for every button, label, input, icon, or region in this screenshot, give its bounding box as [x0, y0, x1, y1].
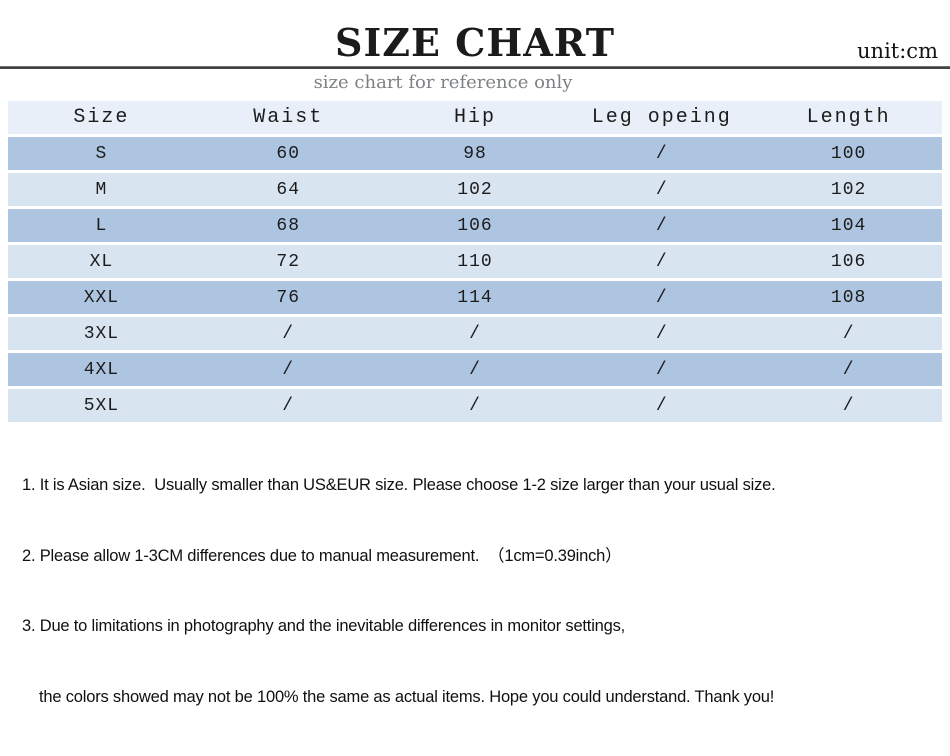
table-cell: / [568, 137, 756, 170]
table-cell: S [8, 137, 195, 170]
table-cell: / [568, 209, 756, 242]
table-cell: 64 [194, 173, 382, 206]
table-cell: 108 [755, 281, 942, 314]
table-header-row: Size Waist Hip Leg opeing Length [8, 101, 942, 134]
table-cell: 60 [194, 137, 382, 170]
table-cell: M [8, 173, 195, 206]
table-cell: 72 [194, 245, 382, 278]
table-cell: / [755, 317, 942, 350]
table-cell: / [194, 353, 382, 386]
table-cell: XL [8, 245, 195, 278]
table-cell: 76 [194, 281, 382, 314]
note-line-1: 1. It is Asian size. Usually smaller tha… [22, 476, 776, 494]
column-header-hip: Hip [381, 101, 569, 134]
table-row-s: S 60 98 / 100 [8, 137, 942, 170]
table-cell: / [194, 389, 382, 422]
footnotes: 1. It is Asian size. Usually smaller tha… [22, 427, 950, 756]
size-chart-table: Size Waist Hip Leg opeing Length S 60 98… [8, 98, 942, 425]
table-cell: 3XL [8, 317, 195, 350]
unit-label: unit:cm [857, 39, 938, 63]
masthead: SIZE CHART unit:cm [0, 0, 950, 66]
table-cell: 68 [194, 209, 382, 242]
table-cell: / [568, 317, 756, 350]
table-cell: 100 [755, 137, 942, 170]
table-cell: 4XL [8, 353, 195, 386]
column-header-length: Length [755, 101, 942, 134]
table-cell: 104 [755, 209, 942, 242]
table-cell: 114 [381, 281, 569, 314]
column-header-waist: Waist [194, 101, 382, 134]
table-cell: XXL [8, 281, 195, 314]
table-cell: / [381, 353, 569, 386]
table-cell: / [568, 173, 756, 206]
divider-line [0, 66, 950, 69]
page-title: SIZE CHART [335, 20, 615, 65]
table-cell: L [8, 209, 195, 242]
table-cell: 102 [755, 173, 942, 206]
table-cell: / [194, 317, 382, 350]
table-cell: / [568, 281, 756, 314]
table-row-l: L 68 106 / 104 [8, 209, 942, 242]
table-cell: 106 [755, 245, 942, 278]
table-cell: 102 [381, 173, 569, 206]
table-cell: / [568, 353, 756, 386]
table-cell: 5XL [8, 389, 195, 422]
table-row-xxl: XXL 76 114 / 108 [8, 281, 942, 314]
table-cell: / [381, 317, 569, 350]
table-cell: / [755, 389, 942, 422]
table-cell: / [568, 245, 756, 278]
table-cell: / [568, 389, 756, 422]
table-cell: 110 [381, 245, 569, 278]
table-cell: 98 [381, 137, 569, 170]
note-line-2: 2. Please allow 1-3CM differences due to… [22, 546, 622, 565]
table-cell: / [381, 389, 569, 422]
table-cell: / [755, 353, 942, 386]
subtitle: size chart for reference only [313, 72, 573, 93]
note-line-4: the colors showed may not be 100% the sa… [39, 687, 775, 706]
column-header-leg-opening: Leg opeing [568, 101, 756, 134]
table-row-3xl: 3XL / / / / [8, 317, 942, 350]
table-row-xl: XL 72 110 / 106 [8, 245, 942, 278]
table-row-m: M 64 102 / 102 [8, 173, 942, 206]
table-row-5xl: 5XL / / / / [8, 389, 942, 422]
column-header-size: Size [8, 101, 195, 134]
table-row-4xl: 4XL / / / / [8, 353, 942, 386]
table-cell: 106 [381, 209, 569, 242]
note-line-3: 3. Due to limitations in photography and… [22, 617, 626, 635]
